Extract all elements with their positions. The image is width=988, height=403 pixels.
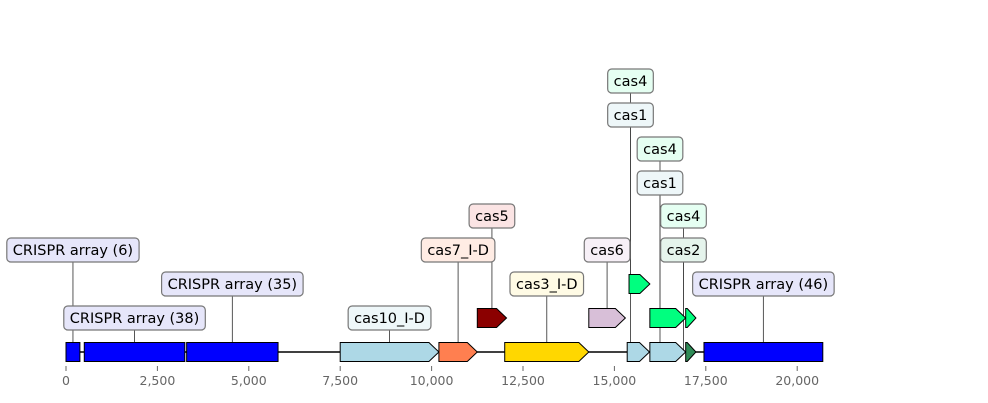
label-text: cas10_I-D — [354, 311, 425, 327]
label-box — [347, 305, 432, 331]
axis-tick-label: 2,500 — [140, 373, 176, 388]
feature-cas10-i-d[interactable] — [339, 342, 440, 362]
feature-cas1-a[interactable] — [626, 342, 651, 362]
label-cas6[interactable]: cas6 — [583, 237, 631, 263]
label-crispr-array-38[interactable]: CRISPR array (38) — [63, 305, 206, 331]
label-text: cas5 — [475, 209, 509, 225]
label-text: cas2 — [667, 243, 701, 259]
label-cas4-b[interactable]: cas4 — [636, 136, 684, 162]
axis-tick-label: 5,000 — [231, 373, 267, 388]
axis-tick-label: 12,500 — [501, 373, 545, 388]
axis-tick-label: 7,500 — [322, 373, 358, 388]
label-text: cas7_I-D — [427, 243, 489, 259]
feature-crispr-array-6[interactable] — [65, 342, 81, 362]
label-cas4-a[interactable]: cas4 — [607, 68, 654, 94]
label-box — [692, 271, 835, 297]
feature-cas5[interactable] — [476, 308, 508, 328]
axis-tick-label: 20,000 — [775, 373, 819, 388]
label-crispr-array-46[interactable]: CRISPR array (46) — [692, 271, 835, 297]
feature-cas4-a[interactable] — [628, 274, 651, 294]
feature-cas2[interactable] — [685, 342, 697, 362]
label-text: cas4 — [643, 142, 677, 158]
label-box — [468, 203, 516, 229]
label-cas1-a[interactable]: cas1 — [607, 102, 654, 128]
feature-cas7-i-d[interactable] — [438, 342, 479, 362]
label-cas5[interactable]: cas5 — [468, 203, 516, 229]
label-box — [607, 68, 654, 94]
axis-tick-label: 0 — [62, 373, 70, 388]
label-crispr-array-6[interactable]: CRISPR array (6) — [6, 237, 140, 263]
label-crispr-array-35[interactable]: CRISPR array (35) — [160, 271, 304, 297]
feature-cas4-c[interactable] — [685, 308, 697, 328]
feature-cas1-b[interactable] — [649, 342, 687, 362]
feature-crispr-array-46[interactable] — [703, 342, 824, 362]
label-text: CRISPR array (6) — [13, 243, 133, 259]
label-text: cas3_I-D — [516, 277, 578, 293]
axis-tick-label: 15,000 — [593, 373, 637, 388]
position-axis: 0 2,500 5,000 7,500 10,000 12,500 15,000 17,500… — [62, 365, 820, 388]
label-box — [583, 237, 631, 263]
label-text: cas4 — [667, 209, 701, 225]
label-box — [660, 203, 707, 229]
label-box — [636, 170, 684, 196]
label-cas10-i-d[interactable]: cas10_I-D — [347, 305, 432, 331]
label-cas4-c[interactable]: cas4 — [660, 203, 707, 229]
label-layer: CRISPR array (6) CRISPR array (38) CRISPR … — [6, 68, 835, 331]
label-cas3-i-d[interactable]: cas3_I-D — [509, 271, 585, 297]
axis-tick-label: 10,000 — [410, 373, 454, 388]
label-box — [420, 237, 496, 263]
feature-crispr-array-38[interactable] — [83, 342, 186, 362]
label-box — [607, 102, 654, 128]
label-box — [509, 271, 585, 297]
feature-layer — [65, 274, 824, 362]
feature-cas4-b[interactable] — [649, 308, 687, 328]
label-text: CRISPR array (46) — [699, 277, 829, 293]
label-cas7-i-d[interactable]: cas7_I-D — [420, 237, 496, 263]
label-cas1-b[interactable]: cas1 — [636, 170, 684, 196]
label-box — [160, 271, 304, 297]
label-box — [6, 237, 140, 263]
label-text: cas1 — [643, 176, 677, 192]
label-box — [63, 305, 206, 331]
feature-crispr-array-35[interactable] — [186, 342, 279, 362]
label-box — [636, 136, 684, 162]
label-text: cas1 — [614, 108, 648, 124]
label-cas2[interactable]: cas2 — [660, 237, 707, 263]
label-text: cas6 — [590, 243, 624, 259]
axis-tick-label: 17,500 — [684, 373, 728, 388]
label-text: CRISPR array (38) — [70, 311, 200, 327]
label-box — [660, 237, 707, 263]
label-text: CRISPR array (35) — [168, 277, 298, 293]
feature-cas6[interactable] — [588, 308, 627, 328]
label-text: cas4 — [614, 74, 648, 90]
feature-cas3-i-d[interactable] — [504, 342, 590, 362]
